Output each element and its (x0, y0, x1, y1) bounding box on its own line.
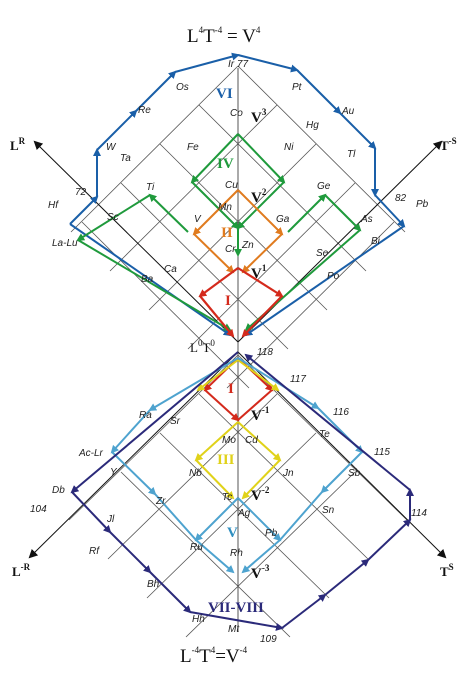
element-label: Ir 77 (228, 59, 248, 70)
element-label: Y (110, 467, 118, 478)
middle-title: L0T0 (190, 338, 215, 355)
element-label: Au (341, 106, 355, 117)
roman-label: IV (217, 156, 234, 172)
element-label: 118 (257, 347, 273, 358)
element-label: Tl (347, 149, 356, 160)
v-label: V-2 (251, 485, 270, 504)
roman-label: III (217, 452, 235, 468)
element-label: Hf (48, 200, 59, 211)
element-label: Ge (317, 181, 331, 192)
v-label: V3 (251, 107, 267, 126)
element-label: Re (138, 105, 151, 116)
element-label: 72 (75, 187, 87, 198)
element-label: Ru (190, 542, 203, 553)
path-v-lightblue (110, 357, 364, 574)
element-label: 82 (395, 193, 407, 204)
element-label: Rh (230, 548, 243, 559)
element-label: Ta (120, 153, 131, 164)
element-label: Cu (225, 180, 238, 191)
element-label: Bh (147, 579, 160, 590)
element-label: Cr (225, 244, 236, 255)
element-label: Mt (228, 624, 240, 635)
v-label: V2 (251, 187, 267, 206)
element-label: 116 (333, 407, 349, 418)
element-label: Bi (371, 236, 381, 247)
axis-upper-right (237, 140, 443, 343)
path-vii-viii-navy (70, 351, 414, 631)
element-label: 115 (374, 447, 390, 458)
element-label: Ra (139, 410, 152, 421)
v-label: V1 (251, 263, 267, 282)
element-label: Se (316, 248, 329, 259)
axis-label-lower-right: TS (440, 562, 454, 579)
element-label: Fe (187, 142, 199, 153)
element-label: Cd (245, 435, 258, 446)
element-label: Hh (192, 614, 205, 625)
roman-label: II (221, 225, 233, 241)
element-label: Jl (106, 514, 115, 525)
element-label: Pt (292, 82, 303, 93)
element-label: Sr (170, 416, 181, 427)
path-iii-yellow (194, 359, 282, 500)
element-label: Rf (89, 546, 100, 557)
element-label: Te (319, 429, 330, 440)
element-label: 117 (290, 374, 306, 385)
axis-upper-left (33, 140, 239, 343)
element-label: Sb (348, 468, 361, 479)
element-label: Sn (322, 505, 335, 516)
roman-label: VI (216, 86, 233, 102)
path-vi-blue (69, 52, 406, 337)
element-label: As (360, 214, 373, 225)
axis-label-lower-left: L-R (12, 562, 31, 579)
element-label: W (106, 142, 117, 153)
element-label: Zn (241, 240, 254, 251)
element-label: Ti (146, 182, 155, 193)
element-label: 114 (411, 508, 427, 519)
element-label: Zr (155, 496, 166, 507)
element-label: Pb (416, 199, 429, 210)
element-label: Tc (222, 492, 232, 503)
element-label: Ba (141, 274, 154, 285)
element-label: Ac-Lr (78, 448, 104, 459)
lower-element-labels: 118 117 Ra Sr 116 Mo Cd Te Ac-Lr 115 Y N… (30, 347, 427, 645)
element-label: Mo (222, 435, 236, 446)
element-label: Ni (284, 142, 294, 153)
element-label: Db (52, 485, 65, 496)
v-label: V-3 (251, 563, 270, 582)
element-label: Sc (107, 212, 119, 223)
roman-label: I (228, 381, 234, 397)
axis-label-upper-right: T-S (440, 136, 457, 153)
element-label: Ag (237, 508, 251, 519)
bottom-title: L-4T4=V-4 (180, 645, 248, 667)
element-label: Os (176, 82, 189, 93)
roman-label: V (227, 525, 238, 541)
element-label: Hg (306, 120, 319, 131)
element-label: La-Lu (52, 238, 78, 249)
axis-label-upper-left: LR (10, 136, 26, 153)
element-label: Ca (164, 264, 177, 275)
element-label: Ga (276, 214, 290, 225)
element-label: Co (230, 108, 243, 119)
element-label: Pb (265, 528, 278, 539)
roman-label: I (225, 293, 231, 309)
roman-label: VII-VIII (208, 600, 264, 616)
element-label: Nb (189, 468, 202, 479)
element-label: V (194, 214, 202, 225)
element-label: Mn (218, 202, 232, 213)
v-label: V-1 (251, 405, 270, 424)
lower-grid (68, 354, 408, 638)
element-label: Po (327, 271, 340, 282)
path-ii-orange (192, 189, 284, 274)
path-i-red-upper (198, 267, 284, 338)
element-label: 104 (30, 504, 47, 515)
top-title: L4T-4 = V4 (187, 25, 261, 47)
element-label: Jn (282, 468, 294, 479)
upper-element-labels: Ir 77 Os Pt Re Au Co Hg W Ta Fe Ni Tl Hf… (48, 59, 429, 285)
element-label: 109 (260, 634, 277, 645)
